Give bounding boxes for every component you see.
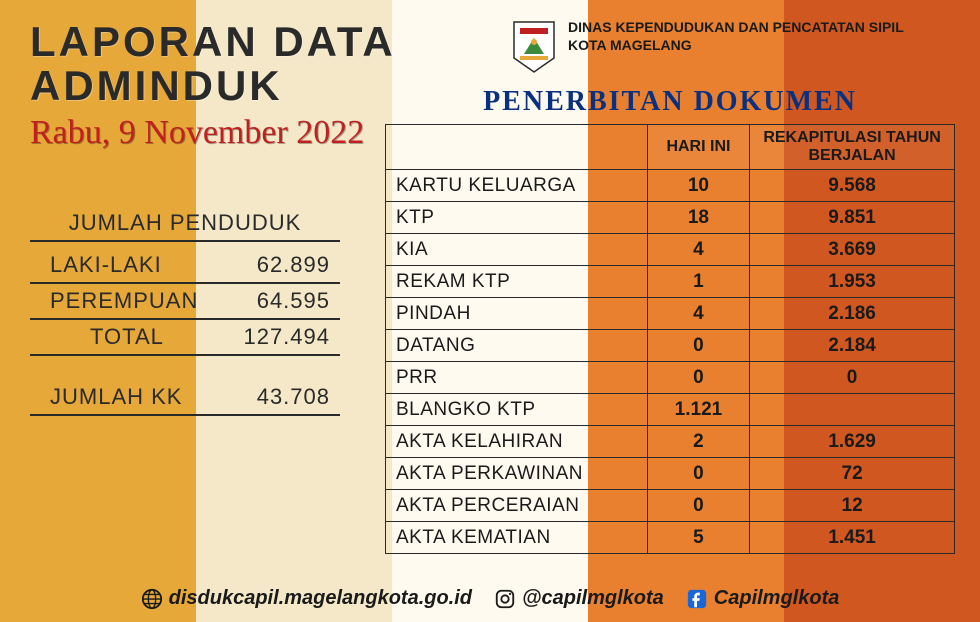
kk-label: JUMLAH KK — [50, 384, 182, 410]
doc-today: 5 — [647, 522, 749, 554]
kk-value: 43.708 — [257, 384, 330, 410]
doc-ytd: 72 — [750, 458, 955, 490]
population-row: LAKI-LAKI 62.899 — [30, 248, 340, 284]
population-row-label: TOTAL — [90, 324, 164, 350]
doc-ytd: 1.629 — [750, 426, 955, 458]
population-row-value: 62.899 — [257, 252, 330, 278]
doc-today: 4 — [647, 298, 749, 330]
doc-today: 1 — [647, 266, 749, 298]
table-row: AKTA KEMATIAN51.451 — [386, 522, 955, 554]
city-logo-icon — [510, 18, 558, 74]
table-row: DATANG02.184 — [386, 330, 955, 362]
doc-ytd: 2.184 — [750, 330, 955, 362]
title-line-1: LAPORAN DATA — [30, 20, 396, 64]
doc-name: KTP — [386, 202, 648, 234]
doc-name: KIA — [386, 234, 648, 266]
population-heading: JUMLAH PENDUDUK — [30, 210, 340, 242]
doc-ytd: 1.953 — [750, 266, 955, 298]
population-row-label: LAKI-LAKI — [50, 252, 162, 278]
table-row: PRR00 — [386, 362, 955, 394]
doc-name: AKTA PERKAWINAN — [386, 458, 648, 490]
doc-ytd: 3.669 — [750, 234, 955, 266]
title-line-2: ADMINDUK — [30, 64, 396, 108]
table-row: AKTA PERCERAIAN012 — [386, 490, 955, 522]
facebook-icon — [686, 588, 708, 610]
population-row: TOTAL 127.494 — [30, 320, 340, 356]
doc-ytd: 12 — [750, 490, 955, 522]
table-row: KTP189.851 — [386, 202, 955, 234]
doc-today: 2 — [647, 426, 749, 458]
doc-today: 18 — [647, 202, 749, 234]
doc-ytd: 9.568 — [750, 170, 955, 202]
doc-ytd: 0 — [750, 362, 955, 394]
population-row-value: 64.595 — [257, 288, 330, 314]
doc-today: 1.121 — [647, 394, 749, 426]
facebook-link: Capilmglkota — [686, 587, 840, 610]
doc-name: BLANGKO KTP — [386, 394, 648, 426]
instagram-text: @capilmglkota — [522, 587, 664, 610]
agency-name-2: KOTA MAGELANG — [568, 36, 904, 54]
doc-today: 10 — [647, 170, 749, 202]
population-row-value: 127.494 — [243, 324, 330, 350]
population-row-label: PEREMPUAN — [50, 288, 198, 314]
table-row: PINDAH42.186 — [386, 298, 955, 330]
table-row: REKAM KTP11.953 — [386, 266, 955, 298]
doc-today: 4 — [647, 234, 749, 266]
document-heading: PENERBITAN DOKUMEN — [385, 86, 955, 118]
table-row: KARTU KELUARGA109.568 — [386, 170, 955, 202]
doc-today: 0 — [647, 362, 749, 394]
table-row: BLANGKO KTP1.121 — [386, 394, 955, 426]
doc-name: REKAM KTP — [386, 266, 648, 298]
footer-contacts: disdukcapil.magelangkota.go.id @capilmgl… — [0, 587, 980, 610]
table-header-today: HARI INI — [647, 125, 749, 170]
table-row: AKTA PERKAWINAN072 — [386, 458, 955, 490]
doc-ytd — [750, 394, 955, 426]
population-row: PEREMPUAN 64.595 — [30, 284, 340, 320]
instagram-icon — [494, 588, 516, 610]
website-link: disdukcapil.magelangkota.go.id — [141, 587, 472, 610]
agency-name-1: DINAS KEPENDUDUKAN DAN PENCATATAN SIPIL — [568, 18, 904, 36]
doc-name: PRR — [386, 362, 648, 394]
doc-ytd: 1.451 — [750, 522, 955, 554]
doc-name: AKTA KELAHIRAN — [386, 426, 648, 458]
doc-name: KARTU KELUARGA — [386, 170, 648, 202]
doc-ytd: 9.851 — [750, 202, 955, 234]
globe-icon — [141, 588, 163, 610]
doc-today: 0 — [647, 458, 749, 490]
report-title: LAPORAN DATA ADMINDUK Rabu, 9 November 2… — [30, 20, 396, 152]
table-row: AKTA KELAHIRAN21.629 — [386, 426, 955, 458]
document-table: HARI INI REKAPITULASI TAHUN BERJALAN KAR… — [385, 124, 955, 554]
doc-ytd: 2.186 — [750, 298, 955, 330]
instagram-link: @capilmglkota — [494, 587, 664, 610]
population-summary: JUMLAH PENDUDUK LAKI-LAKI 62.899 PEREMPUAN… — [30, 210, 340, 416]
doc-today: 0 — [647, 490, 749, 522]
website-text: disdukcapil.magelangkota.go.id — [169, 587, 472, 610]
doc-name: DATANG — [386, 330, 648, 362]
facebook-text: Capilmglkota — [714, 587, 840, 610]
doc-name: AKTA PERCERAIAN — [386, 490, 648, 522]
doc-name: AKTA KEMATIAN — [386, 522, 648, 554]
kk-row: JUMLAH KK 43.708 — [30, 380, 340, 416]
report-date: Rabu, 9 November 2022 — [30, 114, 396, 152]
table-row: KIA43.669 — [386, 234, 955, 266]
table-header-empty — [386, 125, 648, 170]
doc-today: 0 — [647, 330, 749, 362]
agency-header: DINAS KEPENDUDUKAN DAN PENCATATAN SIPIL … — [510, 18, 904, 74]
table-header-ytd: REKAPITULASI TAHUN BERJALAN — [750, 125, 955, 170]
document-issuance: PENERBITAN DOKUMEN HARI INI REKAPITULASI… — [385, 86, 955, 554]
doc-name: PINDAH — [386, 298, 648, 330]
